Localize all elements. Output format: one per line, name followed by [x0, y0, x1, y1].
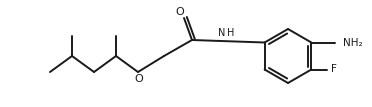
Text: H: H: [227, 28, 234, 38]
Text: O: O: [176, 7, 185, 17]
Text: O: O: [135, 74, 143, 84]
Text: NH₂: NH₂: [343, 37, 363, 48]
Text: F: F: [331, 65, 337, 74]
Text: N: N: [218, 28, 225, 38]
